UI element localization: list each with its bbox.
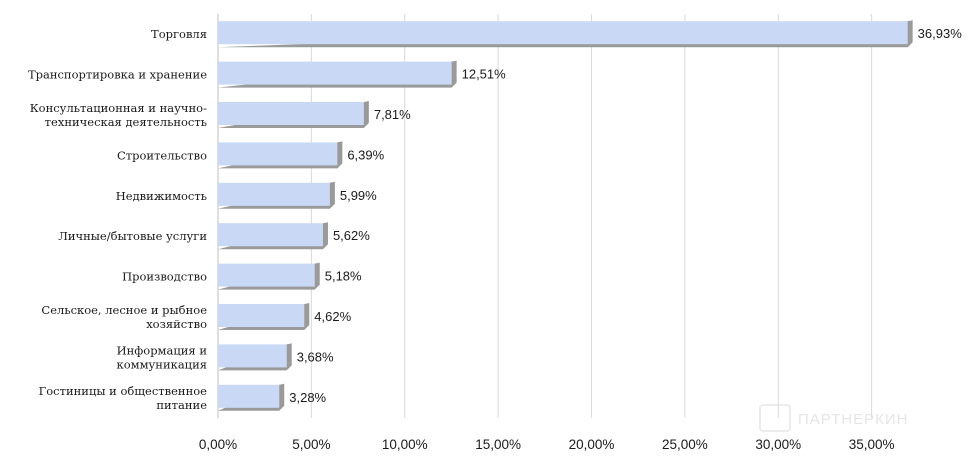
value-label: 4,62% (314, 309, 351, 324)
bar-item (218, 101, 369, 128)
bar-item (218, 383, 285, 411)
category-label-line: Транспортировка и хранение (28, 68, 207, 82)
category-label-line: Строительство (117, 148, 207, 162)
category-label-line: Недвижимость (116, 189, 207, 203)
bar-item (218, 303, 310, 330)
category-label: Производство (122, 270, 207, 284)
category-label-line: Производство (122, 270, 207, 284)
bar-item (218, 20, 913, 48)
value-label: 3,28% (289, 390, 326, 405)
category-label-line: техническая деятельность (45, 115, 207, 129)
bar (218, 304, 305, 327)
watermark-logo-icon (759, 404, 791, 432)
category-label: Консультационная и научно-техническая де… (30, 101, 207, 129)
value-label: 7,81% (374, 107, 411, 122)
bar-item (218, 343, 292, 371)
bar (218, 21, 908, 45)
bar (218, 223, 323, 247)
category-label-line: питание (156, 398, 207, 412)
category-label: Личные/бытовые услуги (58, 229, 207, 243)
category-label-line: Личные/бытовые услуги (58, 229, 207, 243)
bar-item (218, 181, 335, 209)
category-label-line: Информация и (117, 343, 208, 357)
bar (218, 384, 280, 408)
bar (218, 263, 315, 287)
category-label-line: Торговля (151, 27, 207, 41)
x-tick-label: 25,00% (662, 437, 708, 452)
value-label: 6,39% (347, 147, 384, 162)
watermark: ПАРТНЕРКИН (759, 404, 908, 432)
value-label: 5,62% (333, 228, 370, 243)
category-label-line: хозяйство (146, 317, 207, 331)
bar-item (218, 222, 328, 250)
bar (218, 344, 287, 368)
category-labels: Торговля Транспортировка и хранение Консул… (28, 27, 207, 412)
category-label-line: коммуникация (117, 357, 207, 371)
category-label: Информация и коммуникация (117, 343, 208, 371)
bar (218, 102, 364, 125)
bar (218, 182, 330, 206)
category-label: Сельское, лесное и рыбное хозяйство (41, 303, 207, 331)
x-axis-tick-labels: 0,00% 5,00% 10,00% 15,00% 20,00% 25,00% 30,00%… (199, 437, 895, 452)
x-tick-label: 10,00% (382, 437, 428, 452)
category-label: Гостиницы и общественное питание (39, 384, 208, 412)
category-label: Транспортировка и хранение (28, 68, 207, 82)
x-tick-label: 5,00% (292, 437, 330, 452)
x-tick-label: 0,00% (199, 437, 237, 452)
x-tick-label: 20,00% (569, 437, 615, 452)
category-label-line: Консультационная и научно- (30, 101, 207, 115)
value-label: 5,99% (340, 188, 377, 203)
x-tick-label: 15,00% (475, 437, 521, 452)
value-label: 36,93% (918, 26, 963, 41)
value-label: 5,18% (325, 269, 362, 284)
category-label: Строительство (117, 148, 207, 162)
x-tick-label: 30,00% (755, 437, 801, 452)
category-label: Торговля (151, 27, 207, 41)
bar (218, 61, 452, 85)
category-label-line: Сельское, лесное и рыбное (41, 303, 207, 317)
x-tick-label: 35,00% (849, 437, 895, 452)
bar-item (218, 60, 457, 88)
value-label: 12,51% (462, 67, 507, 82)
bars (218, 20, 913, 411)
value-labels: 36,93% 12,51% 7,81% 6,39% 5,99% 5,62% 5,18% 4,6… (289, 26, 962, 405)
category-label: Недвижимость (116, 189, 207, 203)
bar-item (218, 262, 320, 290)
bar (218, 142, 338, 166)
bar-item (218, 141, 343, 169)
value-label: 3,68% (297, 349, 334, 364)
category-label-line: Гостиницы и общественное (39, 384, 208, 398)
watermark-text: ПАРТНЕРКИН (798, 411, 908, 428)
